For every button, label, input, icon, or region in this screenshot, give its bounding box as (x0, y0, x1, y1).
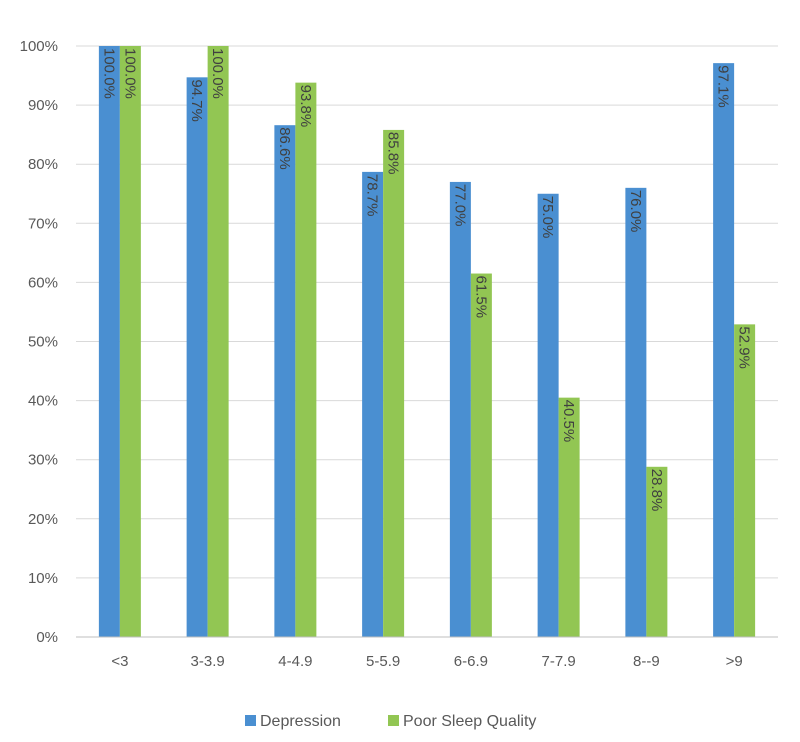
data-label: 86.6% (276, 127, 293, 170)
bars (98, 46, 756, 638)
bar-depression (274, 125, 296, 637)
data-label: 97.1% (715, 65, 732, 108)
data-label: 85.8% (385, 132, 402, 175)
x-tick-label: 5-5.9 (366, 653, 400, 670)
bar-depression (537, 193, 559, 637)
bar-poor-sleep-quality (734, 324, 756, 637)
bar-poor-sleep-quality (383, 129, 405, 637)
bar-poor-sleep-quality (558, 397, 580, 637)
bar-depression (449, 181, 471, 637)
y-tick-label: 20% (28, 511, 58, 528)
bar-depression (625, 187, 647, 637)
x-tick-label: <3 (111, 653, 128, 670)
y-tick-label: 40% (28, 393, 58, 410)
data-label: 100.0% (209, 48, 226, 99)
data-label: 78.7% (364, 174, 381, 217)
data-label: 93.8% (297, 85, 314, 128)
data-label: 94.7% (188, 79, 205, 122)
bar-poor-sleep-quality (295, 82, 317, 638)
legend-swatch (245, 715, 256, 726)
data-labels: 100.0% 100.0%94.7%100.0%86.6%93.8%78.7%85… (100, 48, 752, 511)
data-label: 100.0% (100, 48, 117, 99)
y-tick-label: 90% (28, 97, 58, 114)
x-tick-label: 8--9 (633, 653, 660, 670)
y-tick-label: 10% (28, 570, 58, 587)
y-axis-tick-labels: 0% 10% 20% 30% 40% 50% 60% 70% 80% 90% 100% (20, 38, 58, 646)
x-axis: <3 3-3.9 4-4.9 5-5.9 6-6.9 7-7.9 8--9 >9 (76, 636, 778, 670)
bar-poor-sleep-quality (646, 466, 668, 637)
x-tick-label: >9 (726, 653, 743, 670)
y-tick-label: 30% (28, 452, 58, 469)
y-tick-label: 60% (28, 274, 58, 291)
x-tick-label: 6-6.9 (454, 653, 488, 670)
gridlines (76, 45, 778, 579)
bar-poor-sleep-quality (470, 273, 492, 637)
legend-label: Poor Sleep Quality (403, 713, 536, 730)
x-tick-label: 7-7.9 (542, 653, 576, 670)
bar-depression (713, 63, 735, 638)
data-label: 61.5% (472, 276, 489, 319)
bar-poor-sleep-quality (119, 46, 141, 637)
data-label: 28.8% (648, 469, 665, 512)
data-label: 75.0% (539, 196, 556, 239)
y-tick-label: 70% (28, 215, 58, 232)
data-label: 77.0% (451, 184, 468, 227)
x-tick-label: 4-4.9 (278, 653, 312, 670)
data-label: 40.5% (560, 400, 577, 443)
legend-swatch (388, 715, 399, 726)
bar-depression (186, 77, 208, 637)
bar-depression (98, 46, 120, 637)
y-tick-label: 50% (28, 334, 58, 351)
data-label: 76.0% (627, 190, 644, 233)
legend-label: Depression (260, 713, 341, 730)
bar-depression (362, 171, 384, 637)
y-tick-label: 0% (36, 629, 58, 646)
y-tick-label: 80% (28, 156, 58, 173)
data-label: 100.0% (121, 48, 138, 99)
bar-poor-sleep-quality (207, 46, 229, 637)
data-label: 52.9% (736, 326, 753, 369)
legend: Depression Poor Sleep Quality (245, 713, 536, 730)
y-tick-label: 100% (20, 38, 58, 55)
x-tick-label: 3-3.9 (191, 653, 225, 670)
